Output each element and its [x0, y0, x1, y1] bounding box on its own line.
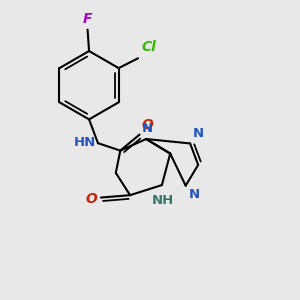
- Text: HN: HN: [74, 136, 96, 149]
- Text: N: N: [142, 122, 153, 135]
- Text: F: F: [83, 12, 92, 26]
- Text: Cl: Cl: [142, 40, 156, 54]
- Text: NH: NH: [152, 194, 175, 207]
- Text: N: N: [193, 128, 204, 140]
- Text: O: O: [85, 192, 98, 206]
- Text: N: N: [189, 188, 200, 201]
- Text: O: O: [142, 118, 154, 132]
